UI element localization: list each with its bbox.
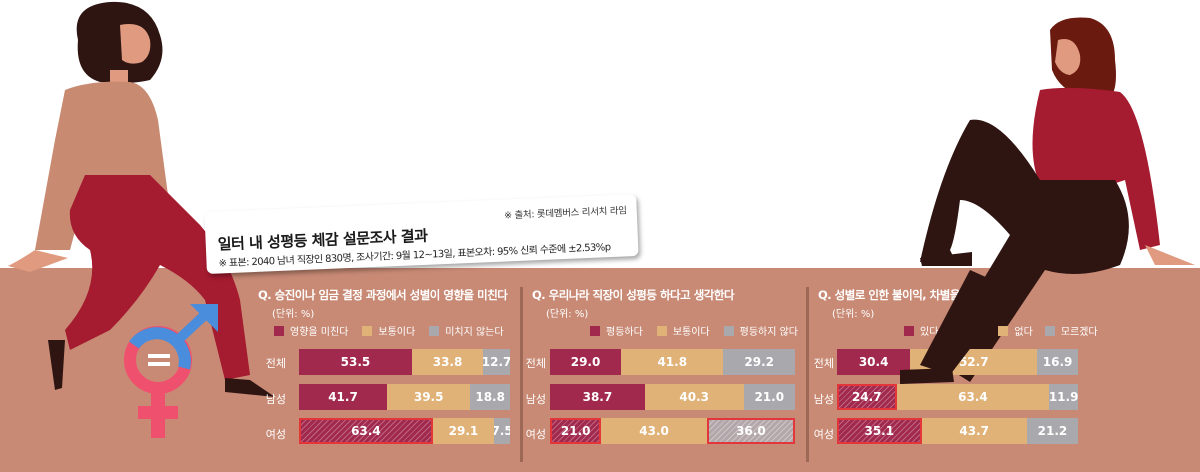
legend-swatch [656,325,667,336]
bar-segment: 11.9 [1049,384,1078,410]
bar-segment-highlighted: 35.1 [837,418,922,444]
chart-unit: (단위: %) [546,309,589,320]
bar-segment: 18.8 [470,384,510,410]
legend-swatch [274,325,284,336]
legend-item: 없다 [998,323,1033,338]
chart-unit: (단위: %) [832,309,875,320]
legend-swatch [429,325,440,336]
legend-swatch [590,325,600,336]
bar-segment: 53.5 [299,349,412,375]
bar-male: 24.7 63.4 11.9 [837,384,1078,410]
bar-segment: 39.5 [386,384,471,410]
note-source: ※ 출처: 롯데멤버스 리서치 라임 [503,205,627,222]
chart-legend: 있다 없다 모르겠다 [904,323,1098,338]
bar-female: 63.4 29.1 7.5 [299,418,510,444]
chart-promotion-wage: Q. 승진이나 임금 결정 과정에서 성별이 영향을 미친다 (단위: %) 영… [258,287,513,462]
bar-male: 38.7 40.3 21.0 [550,384,795,410]
row-label: 전체 [813,357,834,370]
chart-question: Q. 승진이나 임금 결정 과정에서 성별이 영향을 미친다 [258,288,508,302]
bar-segment: 29.0 [550,349,622,375]
bar-segment: 43.0 [601,418,707,444]
legend-item: 있다 [904,323,938,338]
bar-segment: 41.8 [621,349,724,375]
row-label: 전체 [265,357,286,370]
bar-segment: 7.5 [494,418,510,444]
bar-segment: 43.7 [921,418,1027,444]
chart-legend: 영향을 미친다 보통이다 미치지 않는다 [274,323,504,338]
chart-unit: (단위: %) [272,309,315,320]
row-label: 여성 [525,428,546,441]
row-label: 남성 [525,393,546,406]
bar-segment: 12.7 [483,349,510,375]
bar-segment-highlighted: 63.4 [299,418,433,444]
legend-swatch [362,325,373,336]
legend-item: 평등하지 않다 [723,323,798,338]
legend-swatch [723,325,734,336]
bar-segment-highlighted: 21.0 [550,418,602,444]
chart-divider [806,287,809,462]
woman-left-illustration [8,1,275,397]
gender-equality-icon [124,304,218,438]
chart-question: Q. 우리나라 직장이 성평등 하다고 생각한다 [532,288,735,302]
bar-segment: 38.7 [550,384,645,410]
row-label: 여성 [265,428,286,441]
bar-total: 53.5 33.8 12.7 [299,349,510,375]
bar-segment: 29.1 [432,418,495,444]
legend-item: 미치지 않는다 [429,323,504,338]
legend-swatch [998,325,1009,336]
legend-item: 모르겠다 [1044,323,1098,338]
bar-male: 41.7 39.5 18.8 [299,384,510,410]
legend-swatch [1044,325,1055,336]
bar-segment: 63.4 [896,384,1050,410]
row-label: 남성 [265,393,286,406]
row-label: 전체 [525,357,546,370]
chart-divider [520,287,523,462]
bar-segment: 16.9 [1037,349,1078,375]
bar-segment: 41.7 [299,384,387,410]
woman-right-leg-overlay [900,270,1015,384]
chart-workplace-equality: Q. 우리나라 직장이 성평등 하다고 생각한다 (단위: %) 평등하다 보통… [526,287,802,462]
bar-segment: 21.2 [1026,418,1078,444]
bar-segment-highlighted: 36.0 [706,418,795,444]
bar-total: 29.0 41.8 29.2 [550,349,795,375]
legend-item: 보통이다 [656,323,710,338]
bar-segment: 30.4 [837,349,911,375]
legend-item: 평등하다 [590,323,643,338]
bar-female: 21.0 43.0 36.0 [550,418,795,444]
bar-segment-highlighted: 24.7 [837,384,897,410]
legend-item: 영향을 미친다 [274,323,348,338]
bar-segment: 29.2 [723,349,795,375]
legend-swatch [904,325,914,336]
bar-female: 35.1 43.7 21.2 [837,418,1078,444]
row-label: 남성 [813,393,834,406]
bar-segment: 21.0 [743,384,795,410]
bar-segment: 33.8 [411,349,484,375]
row-label: 여성 [813,428,834,441]
legend-item: 보통이다 [362,323,415,338]
bar-segment: 40.3 [644,384,744,410]
chart-legend: 평등하다 보통이다 평등하지 않다 [590,323,798,338]
